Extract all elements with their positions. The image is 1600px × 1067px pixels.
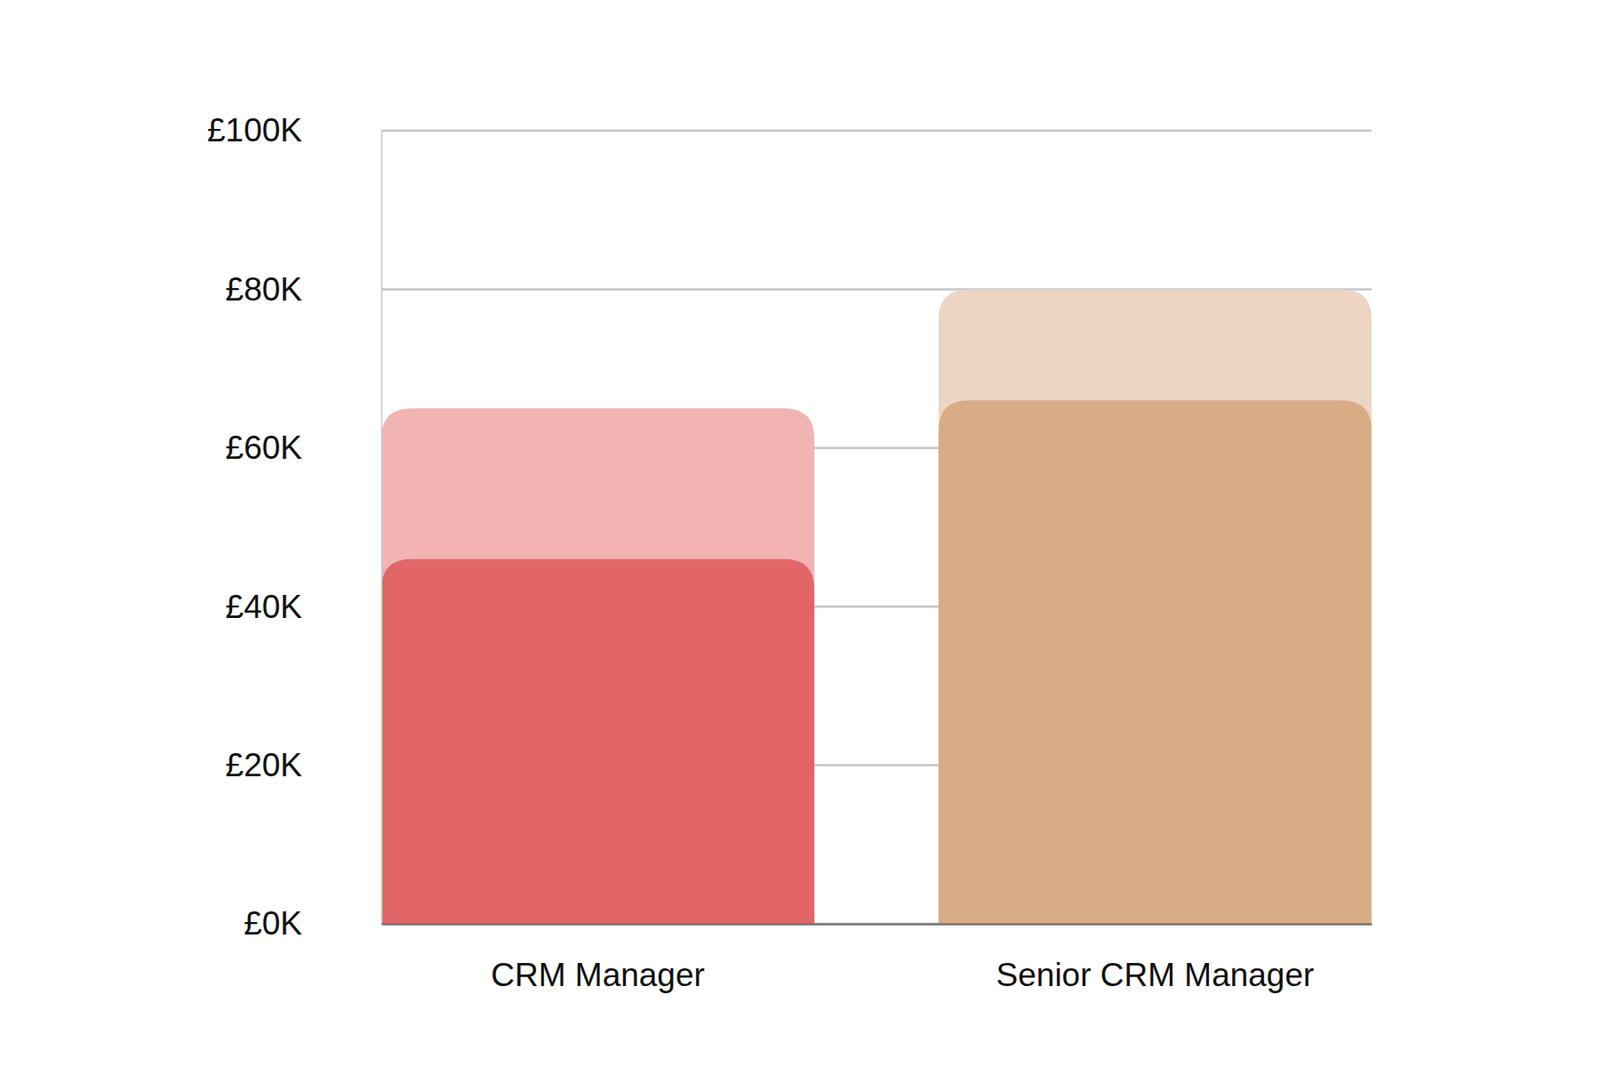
grid-line: [381, 129, 1372, 133]
y-tick: £0K: [243, 904, 382, 942]
x-tick: CRM Manager: [490, 923, 705, 993]
bars: [381, 288, 1372, 924]
grid: [381, 130, 1372, 924]
y-axis-line: [381, 131, 384, 925]
x-axis-line: [382, 922, 1373, 926]
bar: [938, 288, 1372, 924]
y-tick-label: £40K: [225, 588, 304, 625]
y-tick-label: £100K: [207, 112, 303, 149]
y-tick-label: £60K: [225, 429, 304, 466]
y-tick: £20K: [225, 746, 382, 784]
x-axis: CRM Manager Senior CRM Manager: [382, 923, 1373, 993]
chart: £0K £20K £40K £60K £80K £100K CRM Manager Senio…: [0, 0, 1600, 1067]
x-tick-label: CRM Manager: [490, 956, 705, 993]
bar: [938, 400, 1372, 924]
y-tick-label: £20K: [225, 746, 304, 784]
bar: [381, 408, 815, 924]
y-axis: £0K £20K £40K £60K £80K £100K: [207, 112, 383, 942]
x-tick-label: Senior CRM Manager: [996, 956, 1315, 993]
bar: [381, 559, 815, 924]
y-tick: £60K: [225, 429, 382, 466]
x-tick: Senior CRM Manager: [996, 923, 1315, 993]
y-tick: £40K: [225, 588, 382, 625]
y-tick-label: £80K: [225, 271, 304, 308]
y-tick: £100K: [207, 112, 382, 149]
y-tick: £80K: [225, 271, 382, 308]
y-tick-label: £0K: [243, 904, 303, 942]
